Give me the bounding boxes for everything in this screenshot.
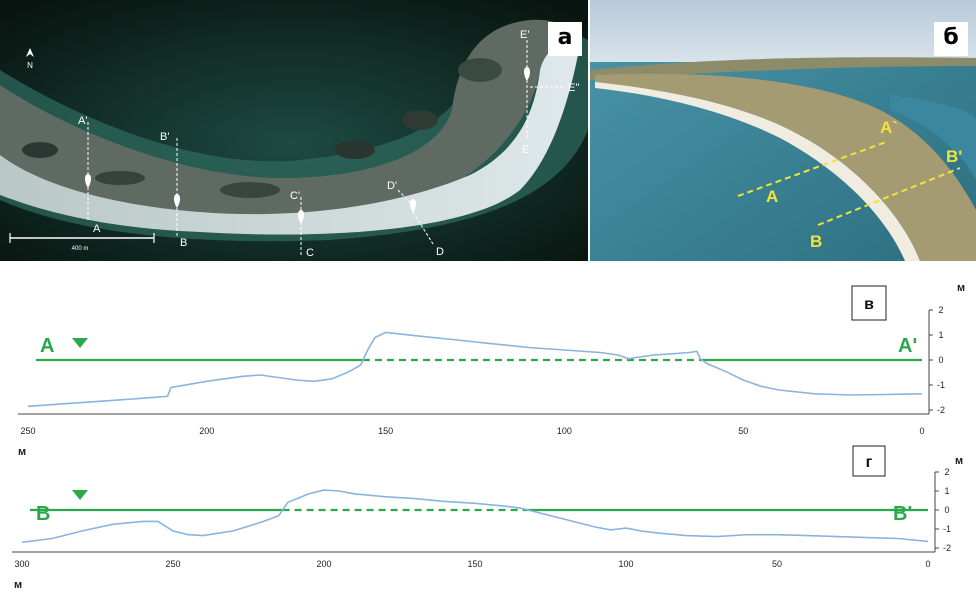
x-tick-label: 50 <box>772 559 782 569</box>
y-tick-label: 1 <box>944 486 949 496</box>
x-tick-label: 250 <box>20 426 35 436</box>
marker-e-bottom: E <box>522 144 529 156</box>
profile-start-label: A <box>40 335 54 357</box>
x-tick-label: 100 <box>557 426 572 436</box>
x-tick-label: 100 <box>618 559 633 569</box>
y-unit-label: м <box>957 282 965 294</box>
north-label: N <box>27 61 33 70</box>
marker-pin-icon <box>410 199 416 213</box>
y-tick-label: 0 <box>938 355 943 365</box>
y-tick-label: -1 <box>937 380 945 390</box>
x-tick-label: 150 <box>378 426 393 436</box>
marker-b-bottom: B <box>180 237 187 249</box>
profile-line-b <box>817 167 961 226</box>
x-tick-label: 200 <box>199 426 214 436</box>
chart-badge: в <box>864 296 874 313</box>
y-tick-label: -2 <box>943 543 951 553</box>
marker-pin-icon <box>85 174 91 188</box>
x-tick-label: 150 <box>467 559 482 569</box>
chart-badge-box <box>851 285 887 321</box>
water-level-marker-icon <box>72 490 88 500</box>
water-level-marker-icon <box>72 338 88 348</box>
aerial-photo-panel: A A` B B' б <box>590 0 976 261</box>
marker-c-bottom: C <box>306 247 314 259</box>
marker-pin-icon <box>174 194 180 208</box>
satellite-image: 400 m N A' A B' B C' C D' D E' E E'' <box>0 0 588 261</box>
photo-label-b-prime: B' <box>946 147 962 166</box>
y-tick-label: 1 <box>938 330 943 340</box>
profile-series-line <box>27 331 923 408</box>
marker-a-bottom: A <box>93 223 101 235</box>
y-tick-label: 0 <box>944 505 949 515</box>
y-tick-label: 2 <box>938 305 943 315</box>
profile-chart-g: 2 1 0 -1 -2 300 250 200 150 100 50 0 м м г B B' <box>12 445 963 591</box>
profile-end-label: A' <box>898 335 917 357</box>
profile-end-label: B' <box>893 503 912 525</box>
profile-series-line <box>21 489 929 544</box>
y-tick-label: -1 <box>943 524 951 534</box>
x-unit-label: м <box>18 446 26 458</box>
aerial-photo: A A` B B' <box>590 0 976 261</box>
satellite-image-panel: 400 m N A' A B' B C' C D' D E' E E'' a <box>0 0 588 261</box>
x-tick-label: 250 <box>165 559 180 569</box>
y-unit-label: м <box>955 455 963 467</box>
y-tick-label: 2 <box>944 467 949 477</box>
x-tick-label: 0 <box>925 559 930 569</box>
marker-e-top: E' <box>520 29 529 41</box>
y-tick-label: -2 <box>937 405 945 415</box>
panel-badge-a: a <box>548 22 582 56</box>
marker-d-bottom: D <box>436 246 444 258</box>
profile-line-a <box>737 141 887 197</box>
photo-label-a: A <box>766 187 778 206</box>
x-tick-label: 0 <box>919 426 924 436</box>
marker-d-top: D' <box>387 180 397 192</box>
panel-badge-b: б <box>934 22 968 56</box>
north-arrow-icon <box>26 48 34 57</box>
photo-label-a-prime: A` <box>880 118 898 137</box>
marker-a-top: A' <box>78 115 87 127</box>
x-unit-label: м <box>14 579 22 591</box>
marker-b-top: B' <box>160 131 169 143</box>
chart-badge-box <box>852 445 886 477</box>
marker-e-side: E'' <box>568 82 580 94</box>
marker-c-top: C' <box>290 190 300 202</box>
marker-pin-icon <box>298 210 304 224</box>
scale-label: 400 m <box>72 246 89 252</box>
profile-start-label: B <box>36 503 50 525</box>
x-tick-label: 50 <box>738 426 748 436</box>
profile-chart-v: 2 1 0 -1 -2 250 200 150 100 50 0 м м в A A' <box>18 282 965 458</box>
x-tick-label: 300 <box>14 559 29 569</box>
chart-badge: г <box>866 454 873 471</box>
photo-label-b: B <box>810 232 822 251</box>
marker-pin-icon <box>524 67 530 81</box>
x-tick-label: 200 <box>316 559 331 569</box>
